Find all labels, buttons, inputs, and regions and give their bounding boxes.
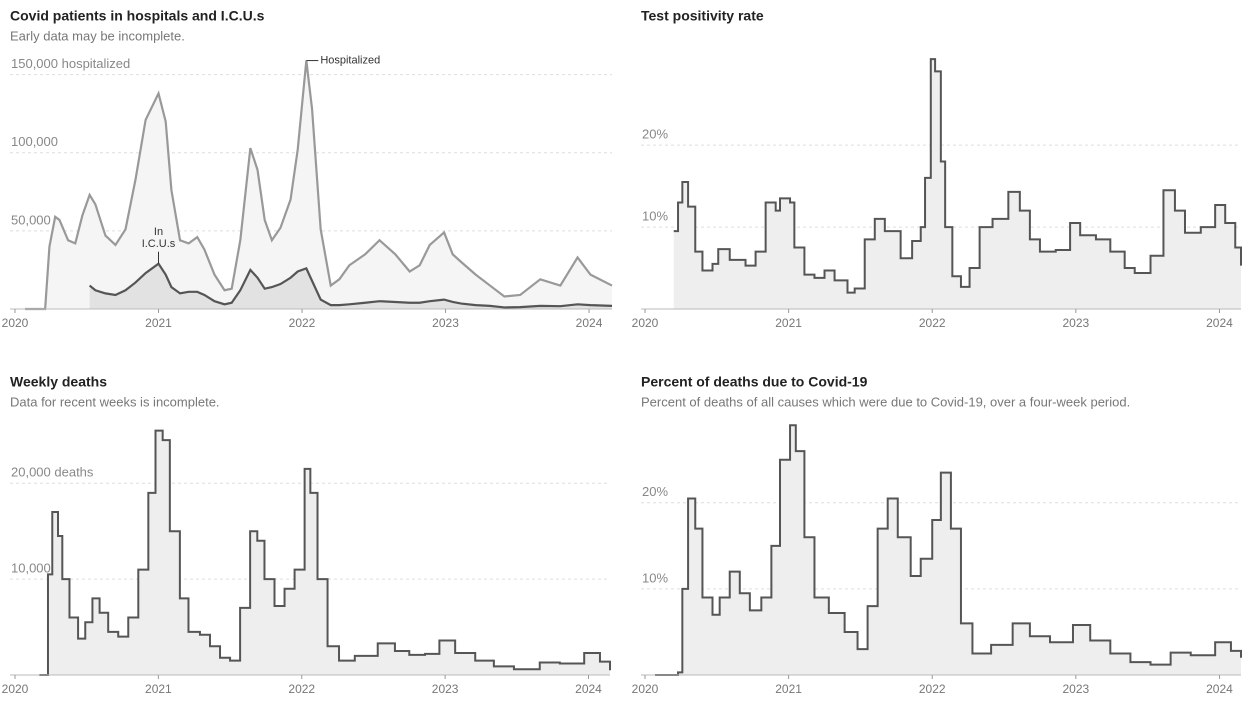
y-tick-label: 20,000 deaths bbox=[11, 465, 94, 480]
x-tick-label: 2023 bbox=[1062, 316, 1089, 330]
x-tick-label: 2020 bbox=[2, 316, 29, 330]
x-tick-label: 2022 bbox=[919, 316, 946, 330]
series-label: Hospitalized bbox=[320, 54, 380, 66]
series-line bbox=[25, 60, 613, 311]
x-tick-label: 2020 bbox=[2, 682, 29, 696]
chart-subtitle: Percent of deaths of all causes which we… bbox=[641, 394, 1130, 409]
x-tick-label: 2021 bbox=[145, 682, 172, 696]
chart-title: Covid patients in hospitals and I.C.U.s bbox=[10, 8, 265, 24]
series-area bbox=[655, 425, 1241, 675]
x-tick-label: 2024 bbox=[1206, 316, 1233, 330]
x-tick-label: 2022 bbox=[288, 682, 315, 696]
x-tick-label: 2022 bbox=[919, 682, 946, 696]
series-line bbox=[39, 429, 611, 676]
chart-title: Test positivity rate bbox=[641, 8, 764, 24]
series-area bbox=[673, 59, 1241, 310]
series-area bbox=[39, 430, 611, 675]
y-tick-label: 150,000 hospitalized bbox=[11, 56, 130, 71]
series-line bbox=[655, 424, 1242, 676]
y-tick-label: 10,000 bbox=[11, 561, 51, 576]
x-tick-label: 2023 bbox=[432, 682, 459, 696]
series-line bbox=[673, 58, 1242, 294]
y-tick-label: 10% bbox=[642, 570, 668, 585]
series-label: In I.C.U.s bbox=[141, 225, 176, 250]
series-line bbox=[88, 262, 613, 309]
series-area bbox=[25, 60, 613, 309]
x-tick-label: 2024 bbox=[575, 682, 602, 696]
x-tick-label: 2023 bbox=[432, 316, 459, 330]
y-tick-label: 10% bbox=[642, 209, 668, 224]
chart-subtitle: Early data may be incomplete. bbox=[10, 28, 185, 43]
x-tick-label: 2023 bbox=[1062, 682, 1089, 696]
x-tick-label: 2021 bbox=[145, 316, 172, 330]
x-tick-label: 2024 bbox=[1206, 682, 1233, 696]
series-area bbox=[89, 263, 612, 309]
x-tick-label: 2020 bbox=[632, 682, 659, 696]
chart-title: Weekly deaths bbox=[10, 374, 107, 390]
chart-title: Percent of deaths due to Covid-19 bbox=[641, 374, 868, 390]
y-tick-label: 50,000 bbox=[11, 212, 51, 227]
x-tick-label: 2024 bbox=[576, 316, 603, 330]
x-tick-label: 2021 bbox=[775, 316, 802, 330]
y-tick-label: 20% bbox=[642, 484, 668, 499]
chart-subtitle: Data for recent weeks is incomplete. bbox=[10, 394, 220, 409]
x-tick-label: 2020 bbox=[632, 316, 659, 330]
y-tick-label: 20% bbox=[642, 127, 668, 142]
x-tick-label: 2022 bbox=[289, 316, 316, 330]
x-tick-label: 2021 bbox=[775, 682, 802, 696]
y-tick-label: 100,000 bbox=[11, 134, 58, 149]
